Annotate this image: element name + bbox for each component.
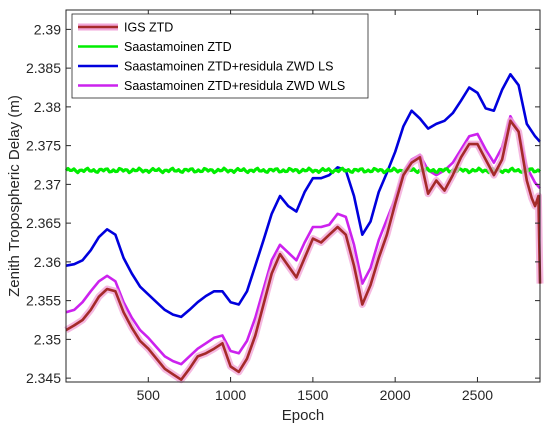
series-layer [64, 73, 544, 384]
series-igs-ztd-line [65, 119, 542, 382]
y-tick-label: 2.375 [26, 138, 61, 154]
series-saastamoinen-ztd-line [64, 166, 542, 175]
y-tick-label: 2.35 [34, 331, 61, 347]
y-tick-label: 2.37 [34, 176, 61, 192]
legend-label: IGS ZTD [124, 21, 173, 35]
x-tick-label: 500 [137, 387, 161, 403]
x-tick-label: 1500 [297, 387, 328, 403]
y-tick-label: 2.36 [34, 254, 61, 270]
y-axis: 2.345 2.35 2.355 2.36 2.365 2.37 2.375 2.38 2.38… [26, 21, 540, 386]
x-tick-label: 2000 [380, 387, 411, 403]
y-tick-label: 2.355 [26, 293, 61, 309]
x-axis: 500 1000 1500 2000 2500 [137, 10, 493, 403]
plot-frame [65, 9, 541, 383]
legend-label: Saastamoinen ZTD [124, 40, 232, 54]
x-axis-label: Epoch [282, 407, 325, 424]
legend: IGS ZTD Saastamoinen ZTD Saastamoinen ZTD+… [71, 13, 369, 99]
series-saastamoinen-ls-line [65, 73, 541, 319]
series-saastamoinen-wls-line [65, 114, 541, 366]
y-tick-label: 2.365 [26, 215, 61, 231]
legend-label: Saastamoinen ZTD+residula ZWD LS [124, 60, 333, 74]
x-tick-label: 1000 [215, 387, 246, 403]
legend-label: Saastamoinen ZTD+residula ZWD WLS [124, 79, 345, 93]
y-tick-label: 2.38 [34, 99, 61, 115]
y-tick-label: 2.39 [34, 21, 61, 37]
y-axis-label: Zenith Tropospheric Delay (m) [6, 95, 23, 297]
x-tick-label: 2500 [462, 387, 493, 403]
y-tick-label: 2.345 [26, 370, 61, 386]
legend-box [71, 13, 369, 99]
y-tick-label: 2.385 [26, 60, 61, 76]
